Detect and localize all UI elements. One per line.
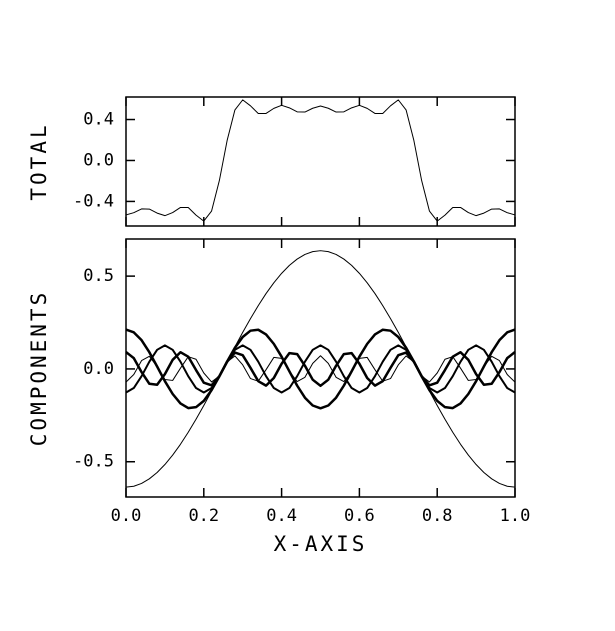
x-tick-label: 0.6 bbox=[344, 506, 375, 526]
plot-frame bbox=[125, 238, 516, 498]
component-line bbox=[125, 250, 516, 488]
component-line bbox=[125, 328, 516, 410]
x-tick-label: 1.0 bbox=[500, 506, 531, 526]
x-tick-label: 0.8 bbox=[422, 506, 453, 526]
y-tick-label: 0.4 bbox=[83, 110, 114, 130]
y-tick-label: -0.4 bbox=[73, 191, 114, 211]
x-tick-label: 0.4 bbox=[266, 506, 297, 526]
component-line bbox=[125, 355, 516, 383]
y-tick-label: 0.5 bbox=[83, 266, 114, 286]
component-line bbox=[125, 350, 516, 388]
plot-frame bbox=[125, 96, 516, 227]
x-tick-label: 0.0 bbox=[111, 506, 142, 526]
x-tick-label: 0.2 bbox=[188, 506, 219, 526]
y-tick-label: 0.0 bbox=[83, 150, 114, 170]
y-axis-label: TOTAL bbox=[27, 122, 51, 200]
x-axis-label: X-AXIS bbox=[274, 532, 368, 556]
y-axis-label: COMPONENTS bbox=[27, 290, 51, 446]
component-line bbox=[125, 344, 516, 394]
y-tick-label: 0.0 bbox=[83, 359, 114, 379]
component-line bbox=[125, 99, 516, 222]
y-tick-label: -0.5 bbox=[73, 452, 114, 472]
